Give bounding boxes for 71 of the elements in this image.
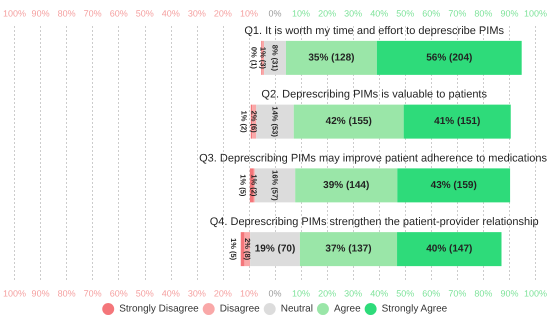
x-tick-label: 100% [524,8,548,18]
x2-tick-label: 70% [84,288,102,298]
x-tick-label: 70% [84,8,102,18]
x2-tick-label: 10% [240,288,258,298]
x2-tick-label: 100% [2,288,26,298]
x-tick-label: 80% [474,8,492,18]
data-label: 56% (204) [426,52,472,64]
x-tick-label: 80% [58,8,76,18]
x2-tick-label: 60% [110,288,128,298]
bar [376,40,522,75]
bar [256,104,294,139]
x-tick-label: 90% [32,8,50,18]
x-tick-label: 40% [370,8,388,18]
x-tick-label: 100% [2,8,26,18]
bar [397,232,502,266]
bar [397,168,510,202]
x-tick-label: 30% [188,8,206,18]
legend-label: Disagree [220,304,260,314]
data-label: 40% (147) [426,244,472,255]
legend-label: Strongly Disagree [119,304,200,314]
bar [294,104,404,139]
data-label: 42% (155) [326,116,372,128]
x2-tick-label: 100% [524,288,548,298]
y-tick-label: Q2. Deprescribing PIMs is valuable to patients [261,88,488,101]
data-label: 39% (144) [323,180,370,191]
x2-tick-label: 50% [396,288,414,298]
y-tick-label: Q4. Deprescribing PIMs strengthen the patient-provider relationship [210,216,539,228]
x2-tick-label: 10% [292,288,310,298]
y-tick-label: Q3. Deprescribing PIMs may improve patient adherence to medications [199,152,548,164]
x-tick-label: 20% [318,8,336,18]
x2-tick-label: 40% [162,288,180,298]
x-tick-label: 0% [268,8,282,18]
x2-tick-label: 0% [268,288,282,298]
x2-tick-label: 20% [214,288,232,298]
x2-tick-label: 30% [188,288,206,298]
x2-tick-label: 70% [448,288,466,298]
x2-tick-label: 80% [474,288,492,298]
bar [295,168,398,202]
bar [250,232,300,266]
x-tick-label: 50% [396,8,414,18]
legend-label: Neutral [280,304,313,314]
x2-tick-label: 30% [344,288,362,298]
x2-tick-label: 20% [318,288,336,298]
legend-label: Strongly Agree [382,304,448,314]
x2-tick-label: 90% [32,288,50,298]
x-tick-label: 70% [448,8,466,18]
data-label: 35% (128) [308,52,354,64]
bar [240,232,244,266]
y-tick-label: Q1. It is worth my time and effort to deprescribe PIMs [244,24,504,37]
x2-tick-label: 80% [58,288,76,298]
data-label: 43% (159) [430,180,477,191]
x-tick-label: 10% [292,8,310,18]
x-tick-label: 30% [344,8,362,18]
x-tick-label: 20% [214,8,232,18]
data-label: 37% (137) [325,244,372,255]
x2-tick-label: 60% [422,288,440,298]
bar [404,104,511,139]
data-label: 41% (151) [434,116,480,128]
x-tick-label: 90% [500,8,518,18]
legend-label: Agree [334,304,362,314]
x2-tick-label: 50% [136,288,154,298]
x-tick-label: 50% [136,8,154,18]
x2-tick-label: 40% [370,288,388,298]
x-tick-label: 40% [162,8,180,18]
bar [286,40,377,75]
data-label: 19% (70) [254,244,296,255]
x-tick-label: 60% [422,8,440,18]
x-tick-label: 10% [240,8,258,18]
bar [300,232,398,266]
x-tick-label: 60% [110,8,128,18]
x2-tick-label: 90% [500,288,518,298]
